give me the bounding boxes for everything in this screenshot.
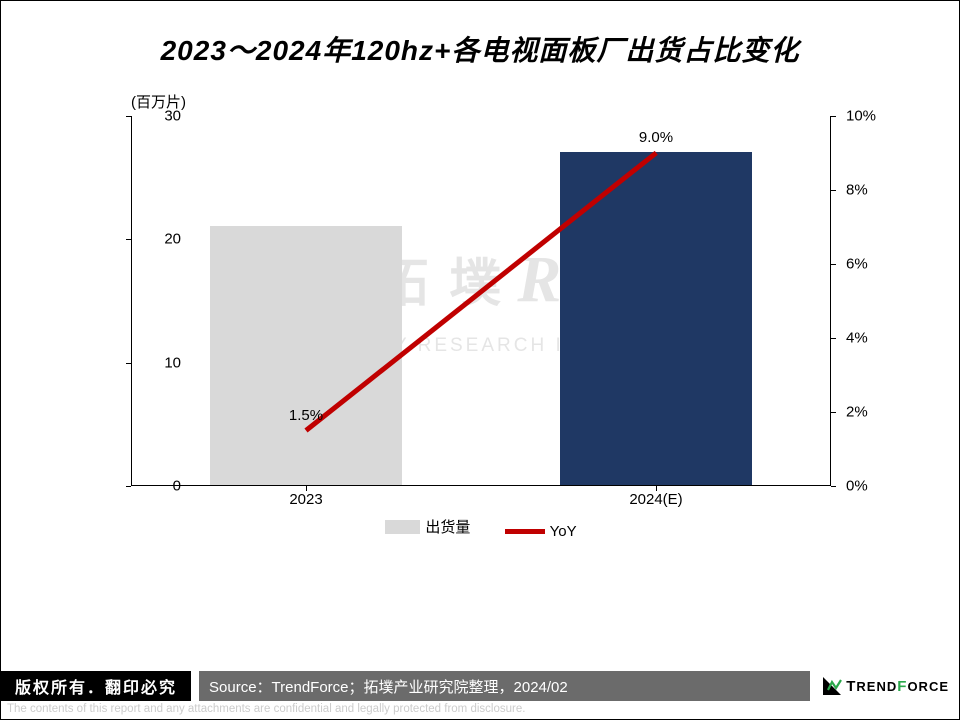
y-right-tick: 10% bbox=[846, 108, 876, 125]
legend-bar-label: 出货量 bbox=[425, 516, 470, 537]
copyright-box: 版权所有．翻印必究 bbox=[1, 671, 191, 701]
y-left-tick: 0 bbox=[173, 478, 181, 495]
legend-line-label: YoY bbox=[550, 523, 577, 540]
logo-icon bbox=[822, 676, 842, 696]
chart-area: (百万片) 1.5%9.0% 出货量 YoY 01020300%2%4%6%8%… bbox=[71, 91, 891, 571]
line-data-label: 9.0% bbox=[639, 129, 673, 146]
x-axis bbox=[131, 485, 831, 486]
x-category-label: 2024(E) bbox=[629, 491, 682, 508]
line-data-label: 1.5% bbox=[289, 407, 323, 424]
legend-item-bar: 出货量 bbox=[385, 516, 470, 537]
report-card: 2023～2024年120hz+各电视面板厂出货占比变化 拓 墣 Ri TOPO… bbox=[0, 0, 960, 720]
footer: 版权所有．翻印必究 Source：TrendForce；拓墣产业研究院整理，20… bbox=[1, 671, 959, 719]
y-right-tick: 0% bbox=[846, 478, 868, 495]
y-left-tick: 10 bbox=[164, 354, 181, 371]
plot-area: 1.5% 9.0% bbox=[131, 116, 831, 486]
trendforce-logo: TRENDFORCE bbox=[818, 671, 959, 701]
legend-bar-swatch bbox=[385, 520, 420, 534]
bar bbox=[210, 226, 403, 485]
y-right-tick: 6% bbox=[846, 256, 868, 273]
y-right-tick: 8% bbox=[846, 182, 868, 199]
chart-title: 2023～2024年120hz+各电视面板厂出货占比变化 bbox=[1, 29, 959, 69]
x-category-label: 2023 bbox=[289, 491, 322, 508]
y-axis-right bbox=[830, 116, 831, 486]
logo-text: TRENDFORCE bbox=[846, 678, 949, 695]
legend: 出货量 YoY bbox=[71, 516, 891, 540]
source-box: Source：TrendForce；拓墣产业研究院整理，2024/02 bbox=[199, 671, 810, 701]
legend-line-swatch bbox=[505, 529, 545, 534]
y-axis-left bbox=[131, 116, 132, 486]
footer-bar: 版权所有．翻印必究 Source：TrendForce；拓墣产业研究院整理，20… bbox=[1, 671, 959, 701]
y-right-tick: 2% bbox=[846, 404, 868, 421]
y-right-tick: 4% bbox=[846, 330, 868, 347]
legend-item-line: YoY bbox=[505, 523, 577, 540]
y-left-tick: 20 bbox=[164, 231, 181, 248]
y-left-tick: 30 bbox=[164, 108, 181, 125]
disclaimer: The contents of this report and any atta… bbox=[1, 701, 959, 719]
